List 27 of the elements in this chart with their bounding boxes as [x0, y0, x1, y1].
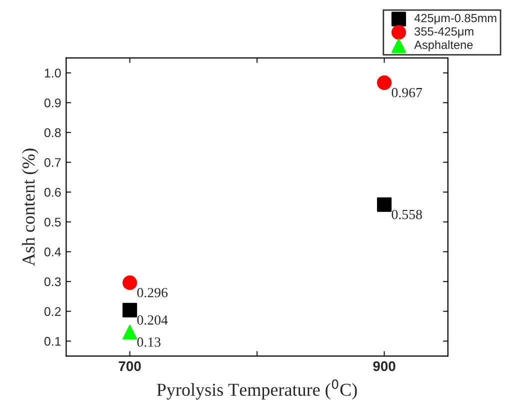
- data-label: 0.13: [137, 337, 160, 347]
- y-tick-label: 0.9: [44, 98, 61, 108]
- y-tick-label: 0.7: [44, 158, 61, 167]
- y-tick-label: 0.8: [44, 128, 61, 138]
- data-label: 0.204: [137, 315, 168, 325]
- y-tick-label: 1.0: [44, 68, 61, 78]
- point: [122, 302, 138, 318]
- y-tick-label: 0.5: [44, 218, 61, 227]
- y-tick-label: 0.4: [44, 248, 61, 256]
- x-axis-title: Pyrolysis Temperature ($^{0}$C): [156, 379, 357, 400]
- point: [377, 197, 392, 212]
- x-tick-label: 700: [118, 361, 141, 372]
- y-tick-label: 0.2: [44, 307, 61, 316]
- y-tick-label: 0.1: [44, 336, 61, 346]
- point: [122, 324, 138, 340]
- legend-label: Asphaltene: [414, 40, 473, 52]
- data-label: 0.967: [392, 88, 422, 98]
- y-tick-label: 0.6: [44, 188, 61, 197]
- legend-label: 425μm-0.85mm: [414, 14, 496, 24]
- y-axis-title: Ash content (%): [22, 148, 38, 266]
- data-label: 0.296: [137, 288, 168, 298]
- point: [122, 275, 138, 290]
- data-label: 0.558: [392, 210, 422, 220]
- y-tick-label: 0.3: [44, 277, 61, 286]
- point: [377, 75, 392, 90]
- legend-label: 355-425μm: [414, 27, 474, 38]
- x-tick-label: 900: [373, 361, 396, 372]
